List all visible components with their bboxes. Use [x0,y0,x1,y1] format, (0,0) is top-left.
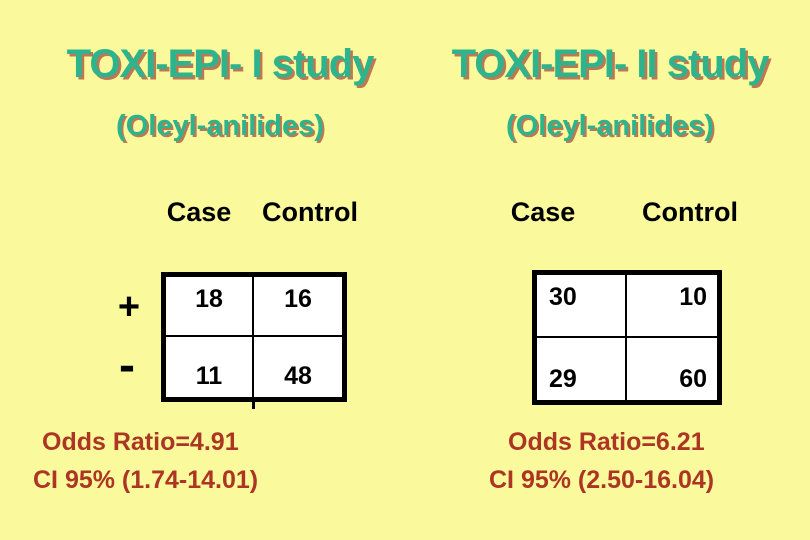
table-cell: 11 [166,337,254,397]
study2-title: TOXI-EPI- II study [451,42,770,86]
study1-title: TOXI-EPI- I study [66,42,375,86]
study1-subtitle: (Oleyl-anilides) [116,110,324,142]
study2-column-header-control: Control [642,197,738,227]
study2-odds-ratio: Odds Ratio=6.21 [508,428,705,456]
table-cell: 16 [254,277,342,337]
study1-confidence-interval: CI 95% (1.74-14.01) [33,466,259,494]
table-cell: 18 [166,277,254,337]
study1-row-label-minus: - [119,339,135,392]
study1-row-label-plus: + [117,286,141,328]
table-cell: 48 [284,362,312,390]
study1-column-header-control: Control [262,197,358,227]
table-cell: 10 [627,275,717,338]
study2-contingency-table: 30 10 29 60 [532,270,722,405]
study1-contingency-table: 18 16 11 48 [161,272,347,402]
table-cell: 30 [537,275,627,338]
table-cell: 60 [679,365,707,393]
study1-column-header-case: Case [166,197,232,227]
table-divider-tick [252,401,255,409]
study2-subtitle: (Oleyl-anilides) [506,110,714,142]
study2-confidence-interval: CI 95% (2.50-16.04) [489,466,715,494]
study2-column-header-case: Case [510,197,576,227]
study1-odds-ratio: Odds Ratio=4.91 [42,428,239,456]
table-cell: 29 [537,337,627,400]
